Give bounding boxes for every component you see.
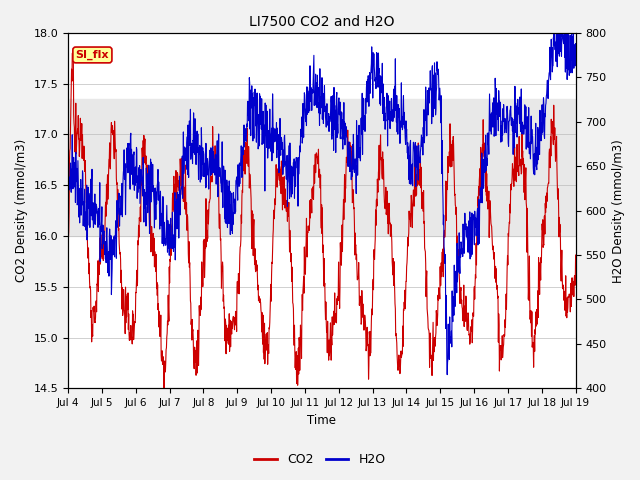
Legend: CO2, H2O: CO2, H2O (250, 448, 390, 471)
H2O (467, 254, 475, 260)
Line: H2O: H2O (68, 33, 575, 375)
H2O (550, 30, 558, 36)
CO2 (165, 264, 173, 270)
H2O (401, 109, 408, 115)
CO2 (512, 154, 520, 160)
Line: CO2: CO2 (68, 53, 575, 388)
Y-axis label: H2O Density (mmol/m3): H2O Density (mmol/m3) (612, 139, 625, 283)
H2O (234, 197, 241, 203)
CO2 (178, 155, 186, 161)
CO2 (467, 325, 475, 331)
Text: SI_flx: SI_flx (76, 50, 109, 60)
CO2 (401, 288, 409, 293)
Bar (68, 99, 575, 236)
Y-axis label: CO2 Density (mmol/m3): CO2 Density (mmol/m3) (15, 139, 28, 282)
H2O (572, 41, 579, 47)
H2O (64, 177, 72, 182)
CO2 (234, 271, 242, 276)
CO2 (160, 385, 168, 391)
H2O (164, 245, 172, 251)
CO2 (572, 252, 579, 258)
H2O (512, 100, 520, 106)
CO2 (68, 50, 76, 56)
Title: LI7500 CO2 and H2O: LI7500 CO2 and H2O (249, 15, 395, 29)
CO2 (64, 265, 72, 271)
H2O (444, 372, 451, 378)
H2O (177, 188, 185, 194)
X-axis label: Time: Time (307, 414, 336, 427)
